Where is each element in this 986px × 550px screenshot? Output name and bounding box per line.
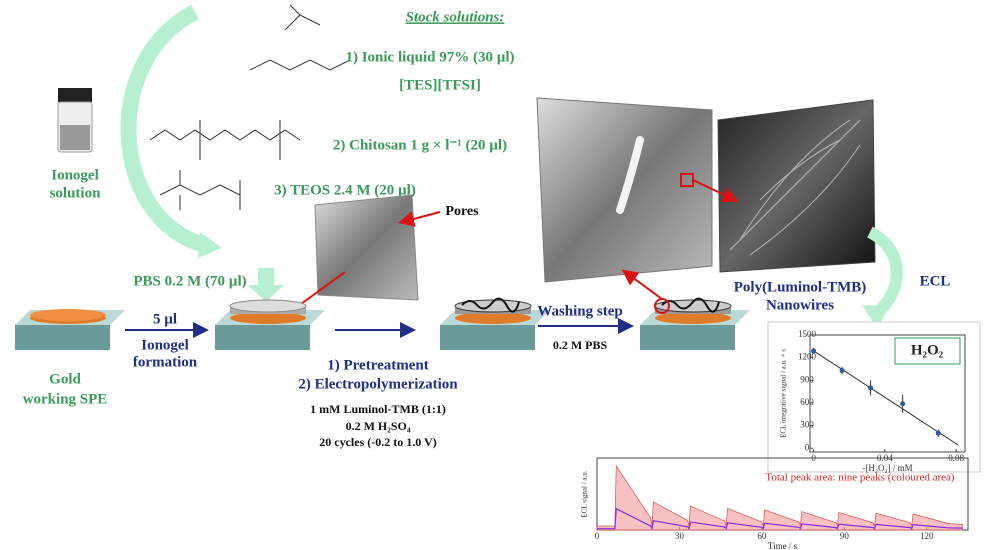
x-tick-label: 0 — [595, 531, 600, 541]
label: solution — [50, 185, 102, 201]
x-tick-label: 120 — [920, 531, 934, 541]
y-tick-label: 1500 — [798, 329, 817, 339]
down-arrow — [248, 268, 284, 302]
y-tick-label: 0 — [805, 442, 810, 452]
label: Poly(Luminol-TMB) — [734, 279, 867, 295]
stock-item: [TES][TFSI] — [399, 77, 481, 93]
point — [900, 401, 905, 406]
curved-arrow — [129, 12, 205, 245]
sem-image — [315, 195, 418, 300]
chart-title: H₂O₂ — [911, 342, 944, 358]
stock-item: 3) TEOS 2.4 M (20 µl) — [274, 182, 416, 198]
y-axis-label: ECL signal / a.u. — [581, 470, 589, 517]
label: working SPE — [23, 391, 108, 407]
label: 0.2 M PBS — [553, 338, 608, 352]
x-tick-label: 30 — [675, 531, 685, 541]
y-tick-label: 900 — [800, 374, 814, 384]
label: 1 mM Luminol-TMB (1:1) — [310, 402, 446, 416]
label: formation — [133, 354, 198, 370]
x-tick-label: 60 — [757, 531, 767, 541]
pointer — [625, 272, 662, 299]
graphical-abstract: Stock solutions: 1) Ionic liquid 97% (30… — [0, 0, 986, 550]
point — [868, 385, 873, 390]
label: 5 µl — [153, 311, 177, 327]
label: 2) Electropolymerization — [298, 376, 458, 392]
point — [811, 348, 816, 353]
stock-item: 1) Ionic liquid 97% (30 µl) — [345, 49, 514, 65]
sem-image — [718, 100, 875, 272]
annotation: Total peak area: nine peaks (coloured ar… — [765, 472, 955, 484]
y-axis-label: ECL integrative signal / a.u. × s — [780, 349, 788, 438]
stock-title: Stock solutions: — [406, 9, 505, 25]
label: Ionogel — [141, 337, 189, 353]
label: 0.2 M H₂SO₄ — [346, 419, 411, 433]
label: Pores — [445, 204, 479, 219]
stock-item: 2) Chitosan 1 g × l⁻¹ (20 µl) — [333, 137, 507, 153]
electrode — [440, 299, 550, 350]
chemical-structures — [150, 5, 350, 210]
point — [936, 431, 941, 436]
label: Ionogel — [51, 167, 99, 183]
label: Nanowires — [766, 297, 834, 313]
arrow-head — [198, 232, 222, 258]
label: PBS 0.2 M (70 µl) — [133, 273, 246, 289]
electrode — [215, 300, 325, 350]
vial — [58, 88, 92, 152]
x-axis-label: Time / s — [768, 541, 798, 550]
label: 1) Pretreatment — [327, 357, 428, 373]
label: Gold — [49, 371, 81, 387]
y-tick-label: 600 — [800, 397, 814, 407]
label: Washing step — [537, 303, 622, 319]
x-tick-label: 90 — [840, 531, 850, 541]
label: 20 cycles (-0.2 to 1.0 V) — [319, 435, 436, 449]
electrode — [640, 299, 750, 350]
y-tick-label: 300 — [800, 420, 814, 430]
electrode — [15, 309, 125, 350]
label: ECL — [920, 273, 951, 289]
point — [840, 368, 845, 373]
